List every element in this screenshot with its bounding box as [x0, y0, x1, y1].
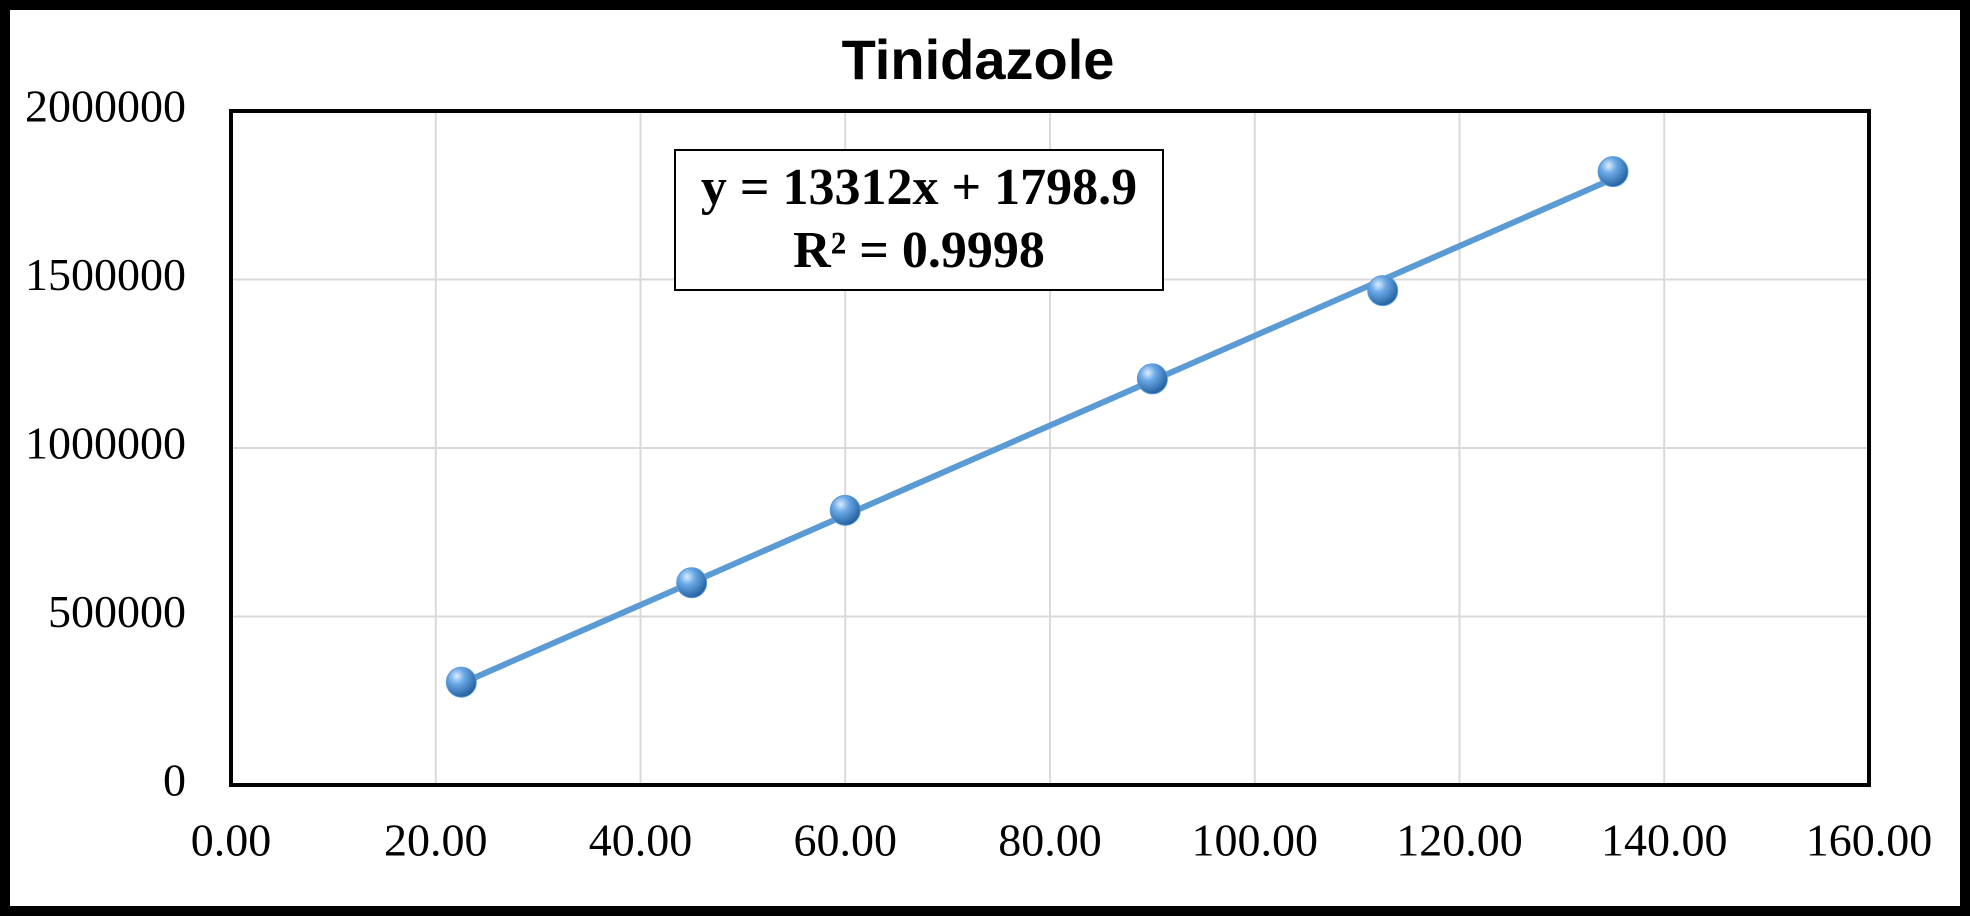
data-point [829, 494, 861, 526]
trendline [460, 176, 1615, 687]
y-tick-label: 1500000 [25, 249, 186, 300]
plot-border [229, 109, 1871, 787]
data-point [1597, 156, 1629, 188]
data-point [676, 567, 708, 599]
data-point [445, 666, 477, 698]
data-point [1367, 275, 1399, 307]
x-tick-label: 20.00 [384, 815, 488, 866]
x-tick-label: 60.00 [794, 815, 898, 866]
x-tick-label: 80.00 [998, 815, 1102, 866]
y-tick-label: 2000000 [25, 81, 186, 132]
r-squared: R² = 0.9998 [793, 222, 1045, 279]
y-tick-label: 500000 [48, 586, 186, 637]
x-tick-label: 0.00 [191, 815, 272, 866]
x-tick-label: 40.00 [589, 815, 693, 866]
y-tick-label: 0 [163, 755, 186, 806]
equation-box [674, 149, 1164, 291]
x-tick-label: 100.00 [1192, 815, 1319, 866]
x-tick-label: 120.00 [1396, 815, 1523, 866]
x-tick-label: 160.00 [1806, 815, 1933, 866]
chart-title: Tinidazole [842, 28, 1115, 91]
y-tick-label: 1000000 [25, 418, 186, 469]
trendline-equation: y = 13312x + 1798.9 [701, 159, 1137, 216]
x-tick-label: 140.00 [1601, 815, 1728, 866]
data-point [1136, 363, 1168, 395]
